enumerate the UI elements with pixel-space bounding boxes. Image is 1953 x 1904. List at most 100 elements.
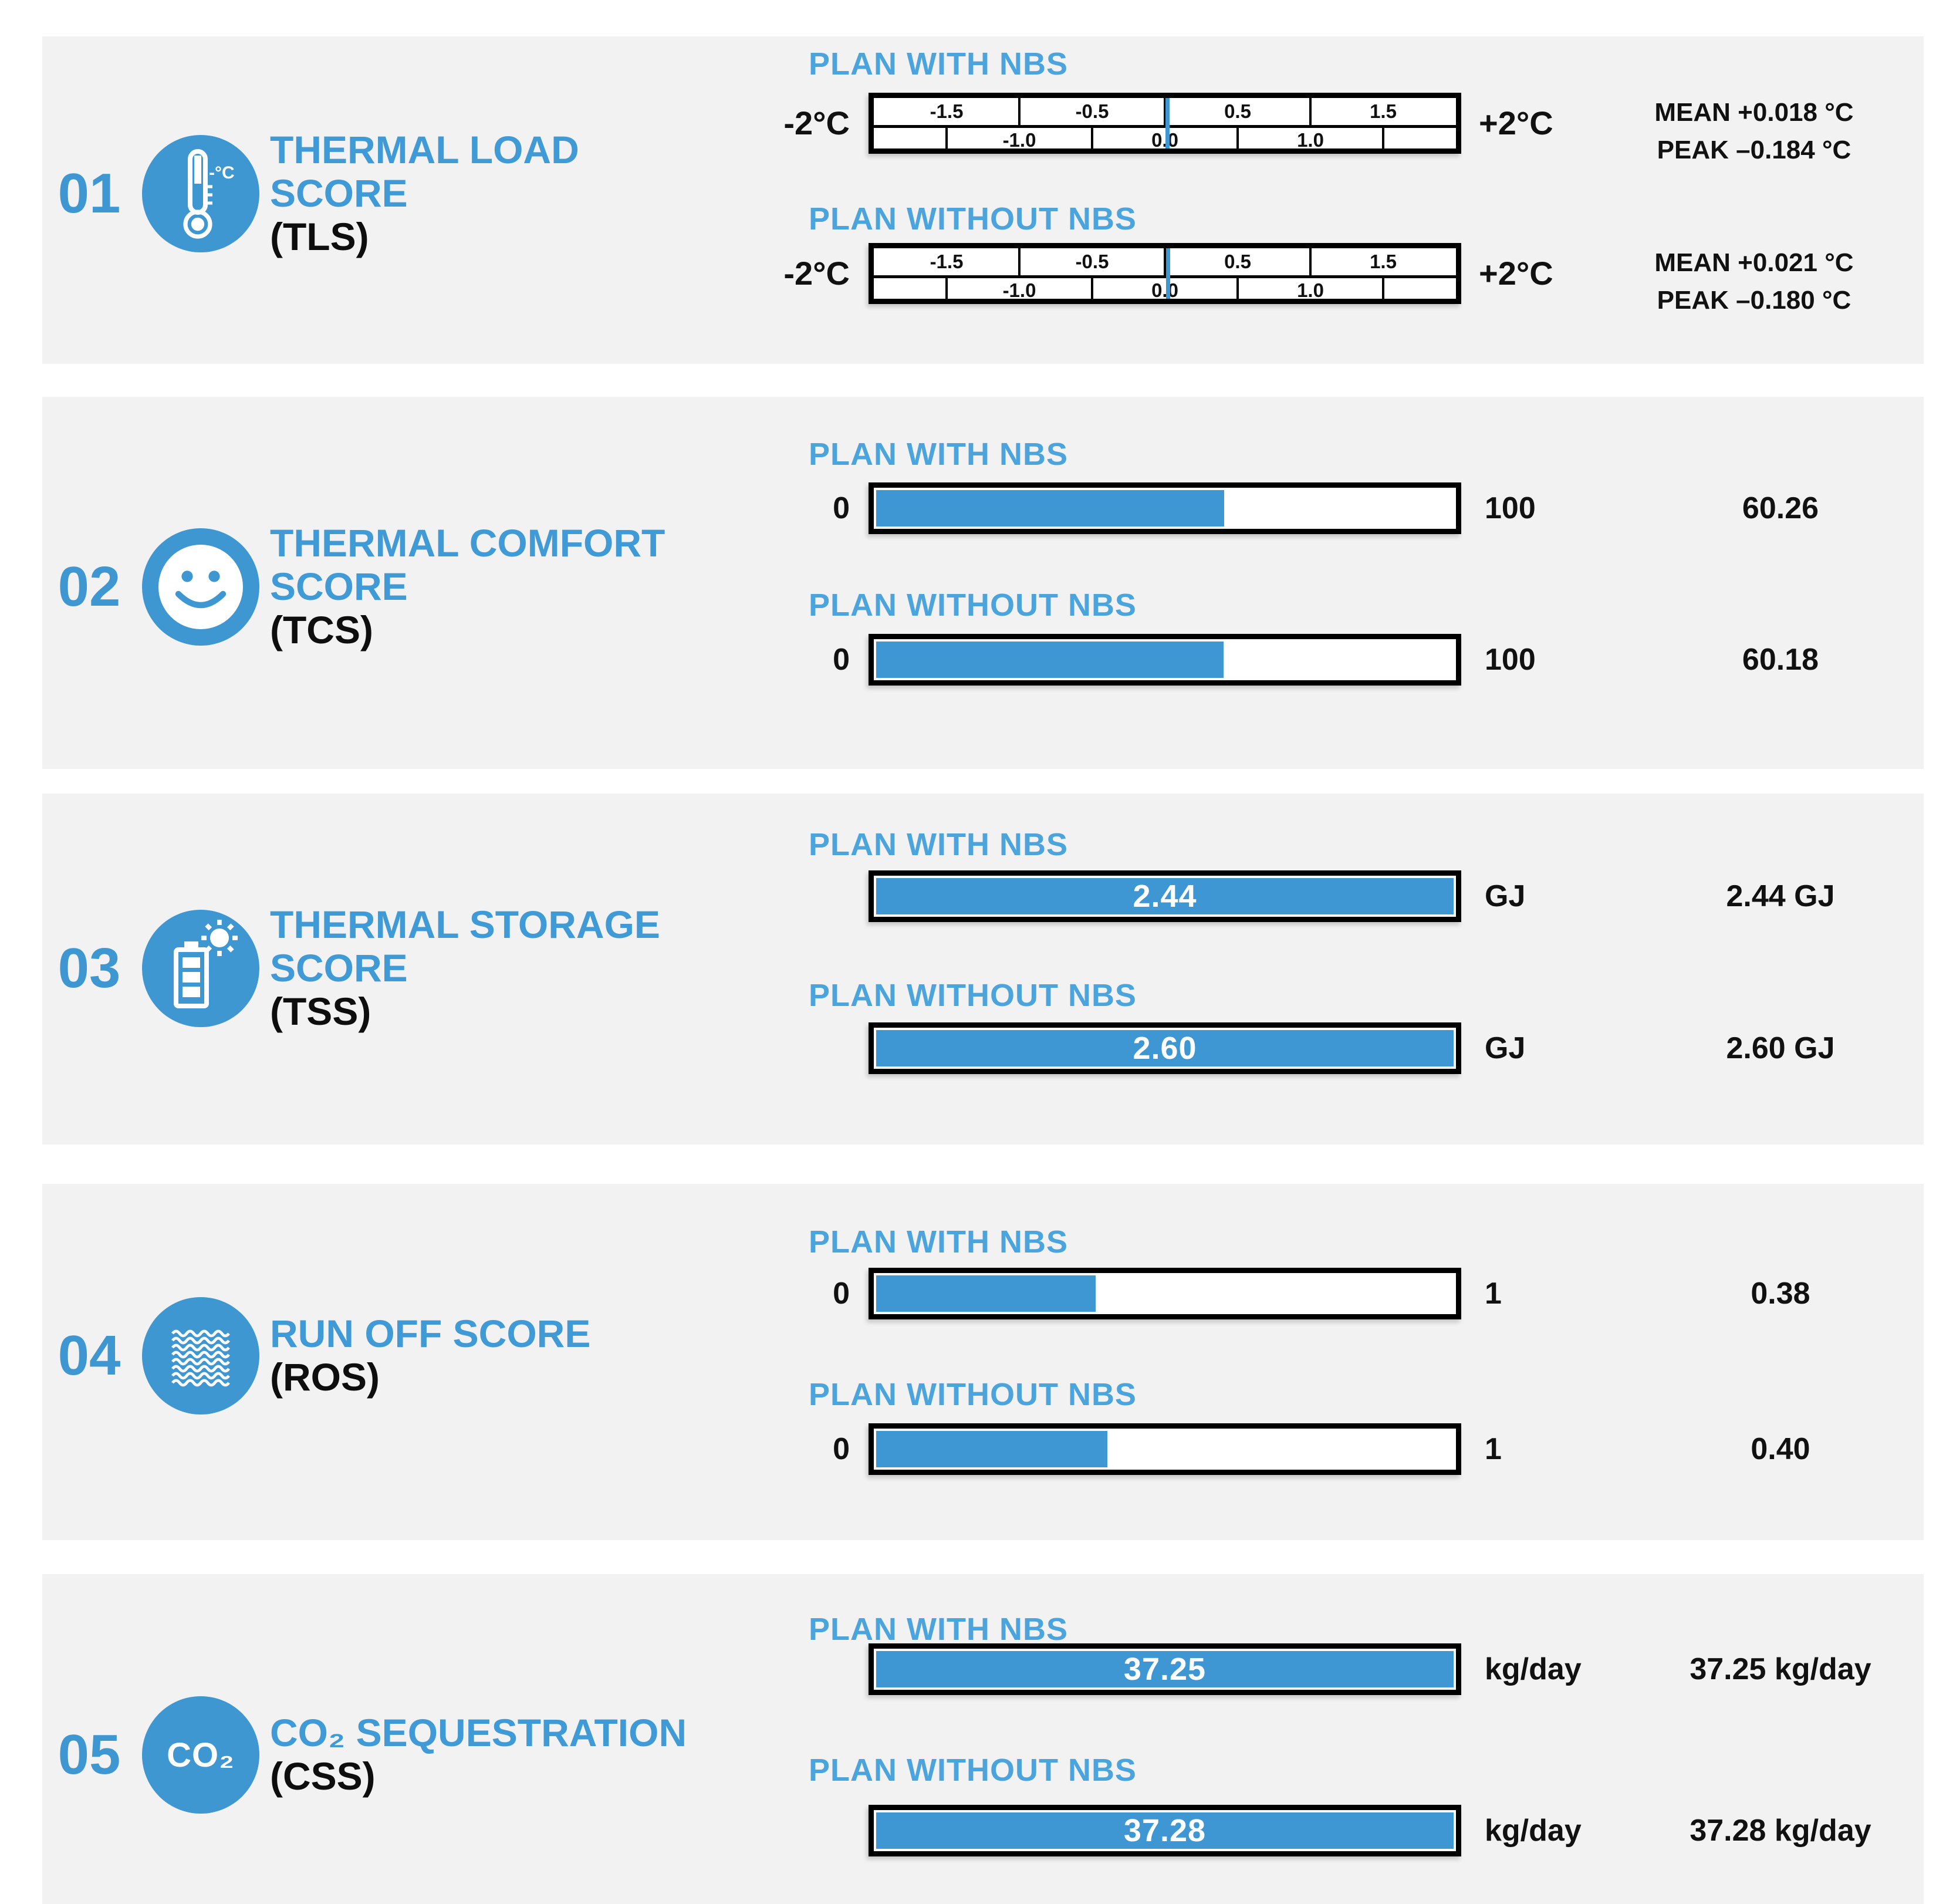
bar-max-label: 1: [1485, 1432, 1502, 1466]
score-bar: [869, 1423, 1461, 1475]
gauge-tick-label: 0.5: [1224, 251, 1251, 272]
temperature-gauge: -1.5 -0.5 0.5 1.5 -1.0 0.0 1.0: [869, 93, 1461, 154]
bar-max-label: 100: [1485, 643, 1536, 677]
section-run-off-score: 04 RUN OFF SCORE (ROS) PLAN WITH NBS: [42, 1184, 1924, 1540]
gauge-tick: [1309, 248, 1312, 275]
section-number: 02: [58, 555, 121, 618]
score-value: 37.25 kg/day: [1690, 1652, 1871, 1686]
svg-text:-°C: -°C: [209, 163, 235, 183]
score-bar-fill: [876, 642, 1224, 678]
plan-with-label: PLAN WITH NBS: [809, 46, 1068, 82]
thermometer-icon: -°C: [142, 135, 259, 252]
plan-without-label: PLAN WITHOUT NBS: [809, 978, 1137, 1013]
title-abbr: (TCS): [270, 607, 373, 651]
title-line: SCORE: [270, 171, 408, 215]
section-co2-sequestration: 05 CO₂ CO₂ SEQUESTRATION (CSS) PLAN WITH…: [42, 1574, 1924, 1904]
gauge-tick-label: -0.5: [1075, 100, 1109, 122]
gauge-tick: [1164, 98, 1166, 125]
gauge-tick: [1018, 98, 1021, 125]
gauge-tick: [1382, 128, 1384, 148]
plan-with-label: PLAN WITH NBS: [809, 1224, 1068, 1260]
smiley-icon-glyph: [158, 545, 243, 629]
gauge-tick: [1091, 128, 1093, 148]
gauge-divider: [874, 275, 1456, 278]
gauge-tick: [945, 128, 948, 148]
bar-unit-label: kg/day: [1485, 1652, 1582, 1686]
gauge-max-label: +2°C: [1479, 255, 1553, 292]
gauge-divider: [874, 125, 1456, 128]
gauge-tick: [1018, 248, 1021, 275]
gauge-max-label: +2°C: [1479, 104, 1553, 141]
title-abbr: (CSS): [270, 1754, 376, 1798]
bar-row-without-nbs: 2.60 GJ 2.60 GJ: [42, 1022, 1924, 1074]
score-value: 2.44 GJ: [1726, 879, 1835, 913]
bar-min-label: 0: [833, 1432, 850, 1466]
section-title: CO₂ SEQUESTRATION (CSS): [270, 1661, 827, 1849]
gauge-tick: [1091, 278, 1093, 299]
plan-with-label: PLAN WITH NBS: [809, 827, 1068, 862]
gauge-tick-label: 1.0: [1297, 279, 1324, 301]
mean-marker: [1165, 98, 1170, 148]
gauge-tick: [945, 278, 948, 299]
score-value: 0.38: [1751, 1277, 1810, 1311]
gauge-tick-label: -1.0: [1002, 279, 1036, 301]
gauge-tick-label: -1.0: [1002, 129, 1036, 151]
gauge-tick: [1236, 128, 1239, 148]
title-line: THERMAL COMFORT: [270, 521, 665, 565]
title-line: SCORE: [270, 565, 408, 609]
title-line: THERMAL LOAD: [270, 128, 579, 172]
score-bar: 37.28: [869, 1805, 1461, 1856]
score-bar: [869, 1268, 1461, 1319]
score-bar-fill: [876, 490, 1224, 526]
plan-with-label: PLAN WITH NBS: [809, 1612, 1068, 1647]
bar-inline-value: 37.25: [1123, 1652, 1207, 1687]
gauge-tick-label: 1.5: [1370, 100, 1397, 122]
bar-max-label: 1: [1485, 1277, 1502, 1311]
gauge-row-without-nbs: -2°C -1.5 -0.5 0.5 1.5 -1.0 0.0: [42, 243, 1924, 315]
title-line: RUN OFF SCORE: [270, 1312, 591, 1356]
mean-marker: [1165, 248, 1170, 299]
section-thermal-load-score: 01 -°C THERMAL LOAD SCORE (TLS) PLAN WIT…: [42, 36, 1924, 364]
title-line: SCORE: [270, 946, 408, 990]
peak-value: PEAK –0.180 °C: [1657, 285, 1851, 315]
peak-value: PEAK –0.184 °C: [1657, 135, 1851, 164]
bar-unit-label: kg/day: [1485, 1814, 1582, 1848]
gauge-tick-label: -0.5: [1075, 251, 1109, 272]
mean-peak-readout: MEAN +0.018 °C PEAK –0.184 °C: [1584, 94, 1924, 169]
title-abbr: (TLS): [270, 214, 369, 258]
score-value: 0.40: [1751, 1432, 1810, 1466]
score-bar-fill: 2.60: [876, 1030, 1454, 1066]
waves-icon: [142, 1297, 259, 1415]
gauge-tick-label: 1.0: [1297, 129, 1324, 151]
gauge-tick: [1164, 248, 1166, 275]
plan-with-label: PLAN WITH NBS: [809, 437, 1068, 472]
gauge-row-with-nbs: -2°C -1.5 -0.5 0.5 1.5 -1.0 0.0: [42, 93, 1924, 164]
title-line: CO₂ SEQUESTRATION: [270, 1711, 687, 1755]
bar-row-without-nbs: 0 100 60.18: [42, 634, 1924, 686]
section-title: THERMAL STORAGE SCORE (TSS): [270, 875, 827, 1062]
score-bar: 2.44: [869, 870, 1461, 922]
mean-peak-readout: MEAN +0.021 °C PEAK –0.180 °C: [1584, 244, 1924, 319]
gauge-min-label: -2°C: [783, 255, 850, 292]
mean-value: MEAN +0.021 °C: [1654, 248, 1854, 277]
plan-without-label: PLAN WITHOUT NBS: [809, 588, 1137, 623]
score-bar-fill: [876, 1431, 1107, 1467]
score-bar: 2.60: [869, 1022, 1461, 1074]
score-bar-fill: [876, 1275, 1096, 1312]
section-title: THERMAL COMFORT SCORE (TCS): [270, 493, 827, 681]
gauge-tick: [1382, 278, 1384, 299]
title-abbr: (ROS): [270, 1355, 380, 1399]
bar-max-label: 100: [1485, 491, 1536, 525]
score-bar: 37.25: [869, 1643, 1461, 1695]
gauge-tick-label: 0.5: [1224, 100, 1251, 122]
score-value: 37.28 kg/day: [1690, 1814, 1871, 1848]
gauge-tick-label: 0.0: [1092, 128, 1238, 151]
bar-row-with-nbs: 2.44 GJ 2.44 GJ: [42, 870, 1924, 922]
smiley-icon: [142, 528, 259, 646]
section-number: 01: [58, 162, 121, 225]
section-thermal-storage-score: 03 TH: [42, 794, 1924, 1145]
bar-min-label: 0: [833, 491, 850, 525]
plan-without-label: PLAN WITHOUT NBS: [809, 201, 1137, 237]
section-thermal-comfort-score: 02 THERMAL COMFORT SCORE (TCS) PLAN WITH…: [42, 397, 1924, 769]
